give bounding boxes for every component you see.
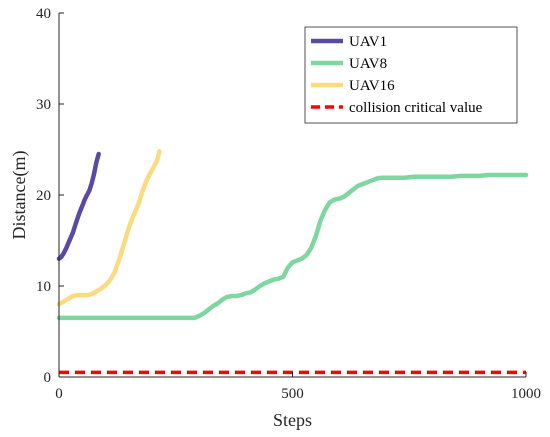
x-tick-label: 0	[55, 386, 63, 402]
x-axis-title: Steps	[273, 410, 312, 430]
series-line-3	[56, 149, 162, 307]
legend-label: UAV16	[349, 78, 395, 94]
legend: UAV1 UAV8 UAV16 collision critical value	[304, 26, 518, 124]
x-tick-label: 500	[281, 386, 304, 402]
y-axis-title: Distance(m)	[9, 151, 30, 240]
y-tick-label: 0	[44, 370, 52, 386]
legend-label: collision critical value	[349, 100, 483, 116]
y-tick-label: 10	[36, 279, 51, 295]
y-ticks: 0 10 20 30 40	[36, 6, 64, 386]
y-tick-label: 30	[36, 97, 51, 113]
y-tick-label: 40	[36, 6, 51, 22]
legend-label: UAV8	[349, 56, 387, 72]
x-ticks: 0 500 1000	[55, 372, 541, 402]
plot-lines	[56, 149, 529, 375]
legend-label: UAV1	[349, 34, 387, 50]
series-line-1	[56, 151, 101, 261]
x-tick-label: 1000	[511, 386, 541, 402]
series-line-2	[56, 172, 529, 321]
y-tick-label: 20	[36, 188, 51, 204]
